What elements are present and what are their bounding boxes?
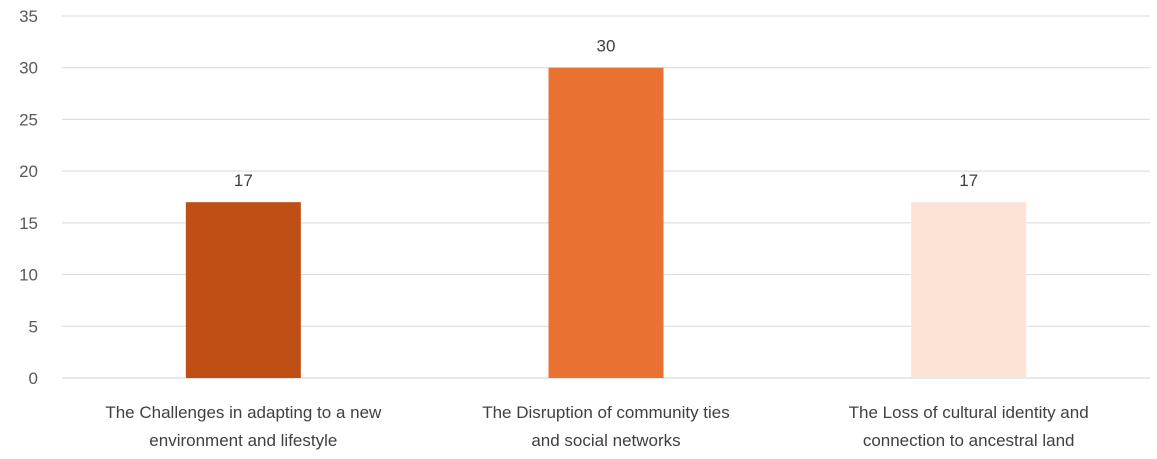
- bar: [185, 202, 301, 378]
- data-labels: 17 30 17: [234, 37, 978, 190]
- y-tick-label: 30: [19, 59, 38, 78]
- data-label: 30: [597, 37, 616, 56]
- y-tick-label: 25: [19, 110, 38, 129]
- y-tick-label: 15: [19, 214, 38, 233]
- category-labels: The Challenges in adapting to a new envir…: [105, 403, 1088, 450]
- category-label: The Loss of cultural identity and connect…: [849, 403, 1089, 450]
- y-tick-label: 35: [19, 7, 38, 26]
- y-axis-tick-labels: 0 5 10 15 20 25 30 35: [19, 7, 38, 388]
- category-label: The Disruption of community ties and soci…: [482, 403, 730, 450]
- category-label: The Challenges in adapting to a new envir…: [105, 403, 382, 450]
- bars: [185, 67, 1027, 378]
- bar: [548, 67, 664, 378]
- y-tick-label: 20: [19, 162, 38, 181]
- y-tick-label: 5: [29, 317, 38, 336]
- data-label: 17: [959, 171, 978, 190]
- y-tick-label: 0: [29, 369, 38, 388]
- bar: [911, 202, 1027, 378]
- data-label: 17: [234, 171, 253, 190]
- y-tick-label: 10: [19, 266, 38, 285]
